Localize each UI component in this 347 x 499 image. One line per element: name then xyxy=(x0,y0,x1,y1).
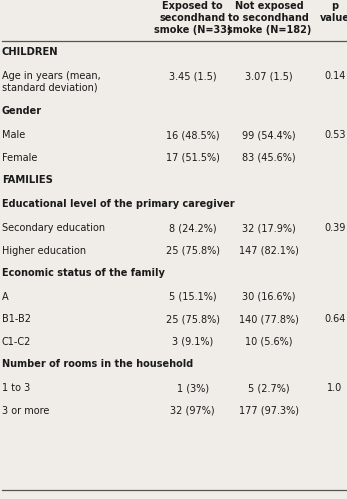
Text: 3.07 (1.5): 3.07 (1.5) xyxy=(245,71,293,81)
Text: 0.39: 0.39 xyxy=(324,223,346,233)
Text: 3.45 (1.5): 3.45 (1.5) xyxy=(169,71,217,81)
Text: 32 (17.9%): 32 (17.9%) xyxy=(242,223,296,233)
Text: Higher education: Higher education xyxy=(2,246,86,255)
Text: Educational level of the primary caregiver: Educational level of the primary caregiv… xyxy=(2,199,234,209)
Text: 3 (9.1%): 3 (9.1%) xyxy=(172,337,213,347)
Text: FAMILIES: FAMILIES xyxy=(2,175,53,185)
Text: 147 (82.1%): 147 (82.1%) xyxy=(239,246,299,255)
Text: 32 (97%): 32 (97%) xyxy=(170,406,215,416)
Text: 1 to 3: 1 to 3 xyxy=(2,383,30,393)
Text: B1-B2: B1-B2 xyxy=(2,314,31,324)
Text: 8 (24.2%): 8 (24.2%) xyxy=(169,223,217,233)
Text: p
value: p value xyxy=(320,1,347,23)
Text: Not exposed
to secondhand
smoke (N=182): Not exposed to secondhand smoke (N=182) xyxy=(227,1,311,35)
Text: Number of rooms in the household: Number of rooms in the household xyxy=(2,359,193,369)
Text: Male: Male xyxy=(2,130,25,140)
Text: Secondary education: Secondary education xyxy=(2,223,105,233)
Text: 17 (51.5%): 17 (51.5%) xyxy=(166,153,220,163)
Text: Gender: Gender xyxy=(2,106,42,116)
Text: 30 (16.6%): 30 (16.6%) xyxy=(242,292,296,302)
Text: Female: Female xyxy=(2,153,37,163)
Text: Age in years (mean,
standard deviation): Age in years (mean, standard deviation) xyxy=(2,71,101,93)
Text: 0.14: 0.14 xyxy=(324,71,346,81)
Text: 10 (5.6%): 10 (5.6%) xyxy=(245,337,293,347)
Text: 16 (48.5%): 16 (48.5%) xyxy=(166,130,219,140)
Text: Economic status of the family: Economic status of the family xyxy=(2,268,164,278)
Text: Exposed to
secondhand
smoke (N=33): Exposed to secondhand smoke (N=33) xyxy=(154,1,231,35)
Text: C1-C2: C1-C2 xyxy=(2,337,31,347)
Text: 25 (75.8%): 25 (75.8%) xyxy=(166,246,220,255)
Text: 1.0: 1.0 xyxy=(327,383,342,393)
Text: 99 (54.4%): 99 (54.4%) xyxy=(242,130,296,140)
Text: A: A xyxy=(2,292,8,302)
Text: 0.64: 0.64 xyxy=(324,314,346,324)
Text: 177 (97.3%): 177 (97.3%) xyxy=(239,406,299,416)
Text: 83 (45.6%): 83 (45.6%) xyxy=(242,153,296,163)
Text: 1 (3%): 1 (3%) xyxy=(177,383,209,393)
Text: 5 (2.7%): 5 (2.7%) xyxy=(248,383,290,393)
Text: 5 (15.1%): 5 (15.1%) xyxy=(169,292,217,302)
Text: 0.53: 0.53 xyxy=(324,130,346,140)
Text: 25 (75.8%): 25 (75.8%) xyxy=(166,314,220,324)
Text: 140 (77.8%): 140 (77.8%) xyxy=(239,314,299,324)
Text: 3 or more: 3 or more xyxy=(2,406,49,416)
Text: CHILDREN: CHILDREN xyxy=(2,47,58,57)
